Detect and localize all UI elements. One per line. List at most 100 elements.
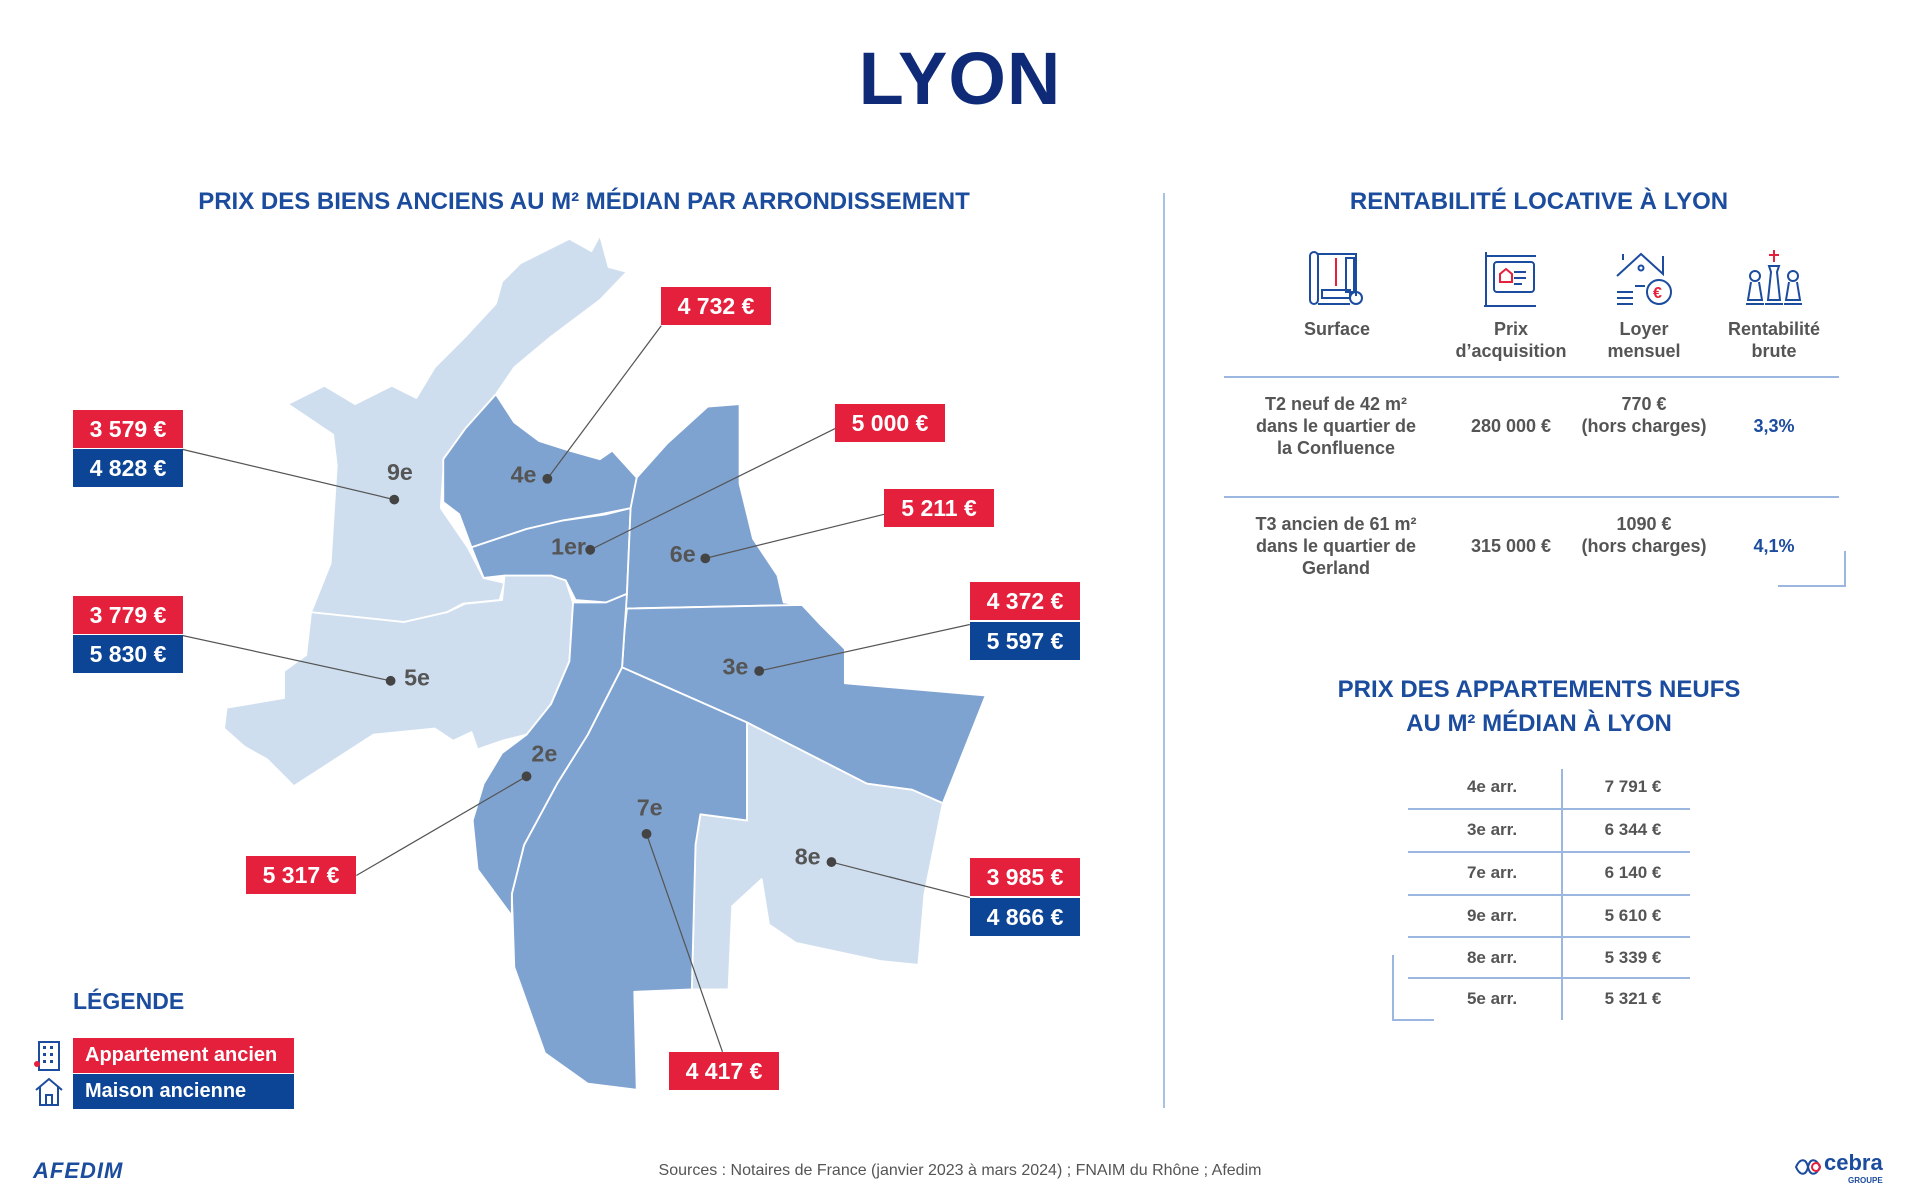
- dot-7: [641, 828, 652, 839]
- rentabilite-heading: RENTABILITÉ LOCATIVE À LYON: [1349, 188, 1729, 215]
- price-3-maison: 5 597 €: [970, 622, 1080, 660]
- price-cell: 6 140 €: [1604, 863, 1662, 882]
- blueprint-icon: [1309, 251, 1363, 305]
- col-loyer: Loyer mensuel: [1607, 319, 1681, 361]
- dot-1: [585, 544, 596, 555]
- price-cell: 6 344 €: [1604, 820, 1662, 839]
- row1-loyer: 770 € (hors charges): [1574, 393, 1714, 437]
- corner-bracket: [1778, 551, 1846, 587]
- table-row: 8e arr. 5 339 €: [1408, 937, 1690, 979]
- table-row: 5e arr. 5 321 €: [1408, 978, 1690, 1020]
- label-8: 8e: [795, 843, 821, 869]
- label-4: 4e: [511, 461, 537, 487]
- price-6-appartement: 5 211 €: [884, 489, 994, 527]
- price-7-appartement: 4 417 €: [669, 1052, 779, 1090]
- price-2-appartement: 5 317 €: [246, 856, 356, 894]
- cebra-logo: cebra GROUPE: [1794, 1150, 1904, 1194]
- dot-2: [521, 771, 532, 782]
- price-5-maison: 5 830 €: [73, 635, 183, 673]
- col-prix: Prix d’acquisition: [1455, 319, 1567, 361]
- table-line: [1224, 496, 1839, 498]
- house-rent-icon: €: [1616, 252, 1672, 305]
- svg-text:€: €: [1653, 285, 1662, 302]
- price-5-appartement: 3 779 €: [73, 596, 183, 634]
- table-row: 4e arr. 7 791 €: [1408, 766, 1690, 808]
- table-row: 9e arr. 5 610 €: [1408, 895, 1690, 937]
- district-2: [471, 592, 628, 917]
- cebra-logo-text: cebra GROUPE: [1824, 1150, 1883, 1185]
- district-6: [623, 403, 803, 610]
- dot-6: [700, 553, 711, 564]
- table-row: 7e arr. 6 140 €: [1408, 852, 1690, 894]
- legend-title: LÉGENDE: [73, 988, 185, 1014]
- page-title: LYON: [858, 37, 1062, 120]
- table-line: [1224, 376, 1839, 378]
- row1-surface: T2 neuf de 42 m² dans le quartier de la …: [1255, 394, 1417, 458]
- cebra-logo-mark: [1794, 1159, 1822, 1175]
- house-icon: [35, 1077, 63, 1106]
- row1-loyer-value: 770 €: [1621, 394, 1667, 414]
- afedim-logo: AFEDIM: [33, 1158, 124, 1183]
- row1-prix: 280 000 €: [1470, 416, 1552, 436]
- district-5: [223, 574, 574, 788]
- price-8-maison: 4 866 €: [970, 898, 1080, 936]
- corner-bracket: [1392, 955, 1434, 1021]
- sale-sign-icon: [1484, 252, 1536, 307]
- map-heading: PRIX DES BIENS ANCIENS AU M² MÉDIAN PAR …: [198, 188, 970, 215]
- row1-loyer-note: (hors charges): [1581, 416, 1707, 436]
- legend-appartement: Appartement ancien: [73, 1038, 294, 1073]
- price-9-appartement: 3 579 €: [73, 410, 183, 448]
- label-1: 1er: [551, 534, 586, 560]
- label-2: 2e: [531, 741, 557, 767]
- col-rentabilite: Rentabilité brute: [1727, 319, 1820, 361]
- row1-rentabilite: 3,3%: [1753, 416, 1795, 436]
- neufs-heading-line2: AU M² MÉDIAN À LYON: [1406, 710, 1672, 737]
- vertical-divider: [1163, 193, 1165, 1108]
- neufs-heading-line1: PRIX DES APPARTEMENTS NEUFS: [1337, 676, 1741, 703]
- row2-prix: 315 000 €: [1470, 536, 1552, 556]
- row2-surface: T3 ancien de 61 m² dans le quartier de G…: [1255, 514, 1417, 578]
- label-7: 7e: [637, 795, 663, 821]
- label-6: 6e: [670, 541, 696, 567]
- table-row: 3e arr. 6 344 €: [1408, 809, 1690, 851]
- arr-cell: 4e arr.: [1466, 777, 1518, 796]
- price-3-appartement: 4 372 €: [970, 582, 1080, 620]
- label-3: 3e: [722, 654, 748, 680]
- dot-9: [389, 494, 400, 505]
- row2-loyer: 1090 € (hors charges): [1574, 513, 1714, 557]
- price-8-appartement: 3 985 €: [970, 858, 1080, 896]
- table-line: [1408, 808, 1690, 810]
- price-cell: 5 610 €: [1604, 906, 1662, 925]
- price-4-appartement: 4 732 €: [661, 287, 771, 325]
- dot-3: [754, 666, 765, 676]
- chess-pieces-icon: [1746, 250, 1802, 305]
- col-surface: Surface: [1303, 319, 1371, 339]
- dot-8: [826, 857, 837, 867]
- row2-loyer-note: (hors charges): [1581, 536, 1707, 556]
- price-cell: 5 339 €: [1604, 948, 1662, 967]
- table-line: [1408, 851, 1690, 853]
- arr-cell: 5e arr.: [1466, 989, 1518, 1008]
- table-line: [1408, 936, 1690, 938]
- price-cell: 5 321 €: [1604, 989, 1662, 1008]
- arr-cell: 3e arr.: [1466, 820, 1518, 839]
- building-icon: [34, 1041, 60, 1071]
- price-9-maison: 4 828 €: [73, 449, 183, 487]
- arr-cell: 7e arr.: [1466, 863, 1518, 882]
- row2-loyer-value: 1090 €: [1616, 514, 1672, 534]
- table-line: [1408, 894, 1690, 896]
- dot-5: [385, 675, 396, 686]
- label-9: 9e: [387, 459, 413, 485]
- arr-cell: 8e arr.: [1466, 948, 1518, 967]
- label-5: 5e: [404, 665, 430, 691]
- price-1-appartement: 5 000 €: [835, 404, 945, 442]
- row2-rentabilite: 4,1%: [1753, 536, 1795, 556]
- table-line: [1408, 977, 1690, 979]
- price-cell: 7 791 €: [1604, 777, 1662, 796]
- legend-maison: Maison ancienne: [73, 1074, 294, 1109]
- dot-4: [542, 473, 553, 484]
- neufs-heading: PRIX DES APPARTEMENTS NEUFS AU M² MÉDIAN…: [1224, 673, 1854, 741]
- sources-text: Sources : Notaires de France (janvier 20…: [658, 1162, 1262, 1179]
- arr-cell: 9e arr.: [1466, 906, 1518, 925]
